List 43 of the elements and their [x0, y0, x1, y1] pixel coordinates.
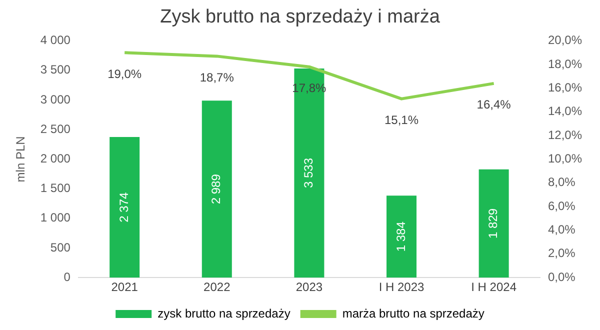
y2-tick-label: 6,0% — [548, 198, 576, 213]
y2-tick-label: 14,0% — [548, 104, 582, 118]
y-tick-label: 4 000 — [40, 33, 71, 48]
y2-tick-label: 16,0% — [548, 80, 582, 94]
x-tick-label: 2021 — [111, 280, 138, 294]
legend-label: zysk brutto na sprzedaży — [158, 306, 290, 320]
y2-tick-label: 12,0% — [548, 128, 582, 142]
y-axis-title: mln PLN — [14, 136, 28, 182]
x-tick-label: I H 2024 — [471, 280, 517, 294]
y2-tick-label: 18,0% — [548, 56, 582, 71]
y2-tick-label: 8,0% — [548, 175, 576, 190]
y-tick-label: 500 — [50, 240, 71, 254]
y2-tick-label: 0,0% — [548, 270, 576, 284]
x-tick-label: I H 2023 — [378, 280, 425, 294]
chart-title: Zysk brutto na sprzedaży i marża — [160, 6, 440, 28]
y-tick-label: 0 — [64, 270, 71, 284]
y-tick-label: 1 000 — [40, 210, 71, 225]
y-tick-label: 2 500 — [40, 122, 71, 136]
data-label: 18,7% — [200, 70, 234, 85]
data-label: 3 533 — [302, 158, 316, 188]
y2-tick-label: 10,0% — [548, 152, 582, 166]
data-label: 15,1% — [384, 113, 419, 128]
bar — [294, 68, 324, 278]
data-label: 19,0% — [108, 66, 142, 81]
bar — [202, 100, 232, 278]
y2-tick-label: 20,0% — [548, 33, 582, 48]
data-label: 16,4% — [476, 98, 512, 112]
y-tick-label: 1 500 — [40, 181, 71, 196]
y-tick-label: 2 000 — [40, 152, 71, 166]
bar — [478, 169, 509, 278]
data-label: 1 384 — [394, 221, 408, 252]
data-label: 2 989 — [209, 174, 224, 204]
bar — [110, 137, 140, 278]
x-tick-label: 2023 — [296, 280, 323, 294]
data-label: 2 374 — [116, 192, 131, 222]
y2-tick-label: 4,0% — [548, 222, 576, 237]
y-tick-label: 3 000 — [40, 92, 71, 106]
legend-label: marża brutto na sprzedaży — [342, 306, 484, 320]
y2-tick-label: 2,0% — [548, 246, 576, 260]
bar — [386, 196, 417, 278]
x-tick-label: 2022 — [204, 280, 231, 294]
y-tick-label: 3 500 — [40, 62, 71, 77]
data-label: 1 829 — [486, 208, 500, 238]
